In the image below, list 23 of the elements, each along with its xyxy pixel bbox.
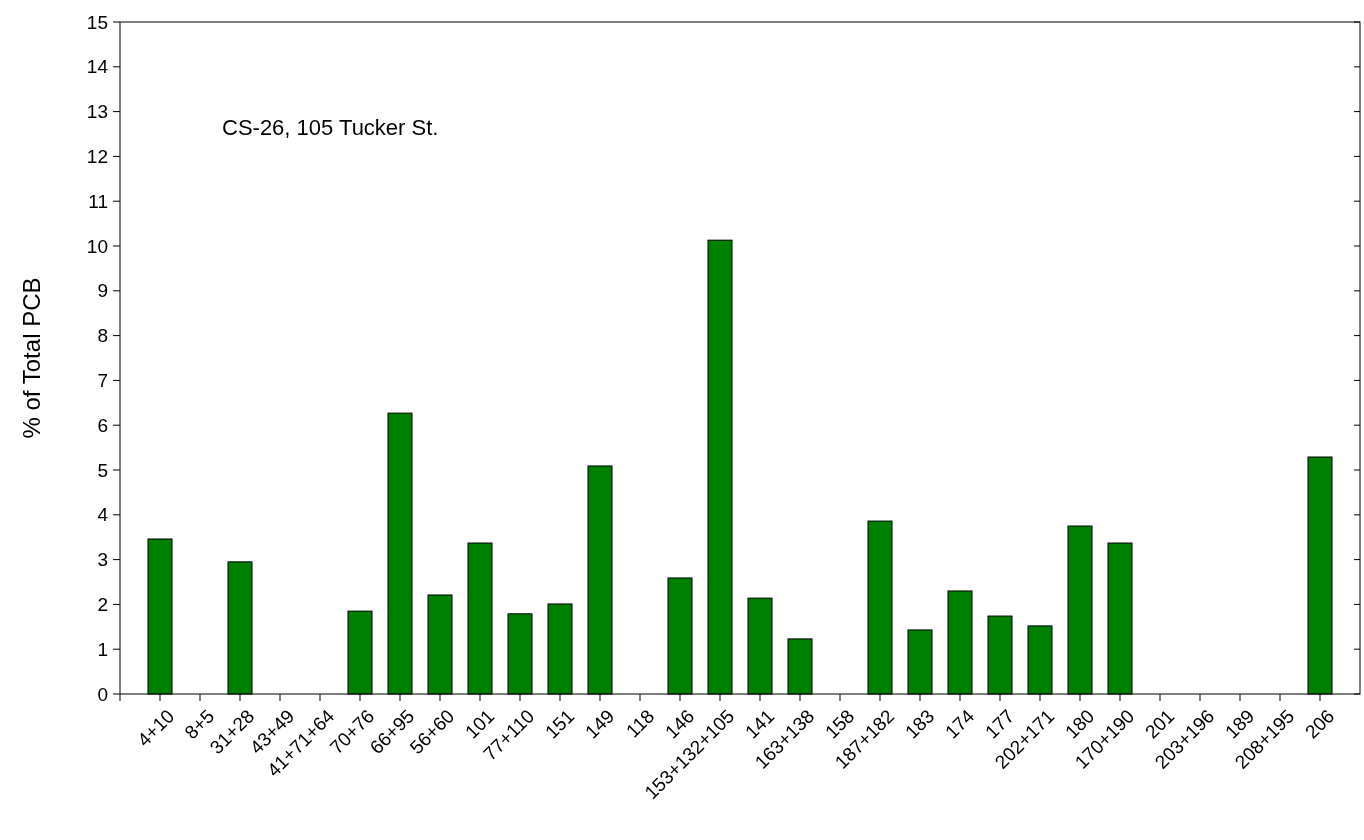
y-tick-label: 4 xyxy=(97,504,109,526)
y-tick-label: 11 xyxy=(88,190,108,212)
y-tick-label: 7 xyxy=(97,370,108,392)
x-tick-label: 174 xyxy=(940,705,979,743)
y-tick-label: 3 xyxy=(97,549,108,571)
x-tick-label: 149 xyxy=(580,705,619,743)
annotation: CS-26, 105 Tucker St. xyxy=(222,115,439,140)
y-tick-label: 14 xyxy=(86,56,109,78)
y-tick-label: 2 xyxy=(97,594,108,616)
y-tick-label: 9 xyxy=(97,280,108,302)
x-tick-label: 206 xyxy=(1300,705,1339,743)
y-tick-label: 10 xyxy=(86,235,108,257)
y-tick-label: 15 xyxy=(86,11,108,33)
y-tick-label: 8 xyxy=(97,325,108,347)
y-tick-label: 6 xyxy=(97,414,108,436)
y-tick-label: 5 xyxy=(97,459,108,481)
x-tick-label: 151 xyxy=(540,705,579,743)
y-tick-label: 13 xyxy=(86,101,108,123)
y-tick-label: 12 xyxy=(86,146,108,168)
x-tick-label: 183 xyxy=(900,705,939,743)
y-tick-label: 0 xyxy=(97,683,108,705)
y-axis-title: % of Total PCB xyxy=(18,277,45,439)
y-tick-label: 1 xyxy=(97,638,108,660)
